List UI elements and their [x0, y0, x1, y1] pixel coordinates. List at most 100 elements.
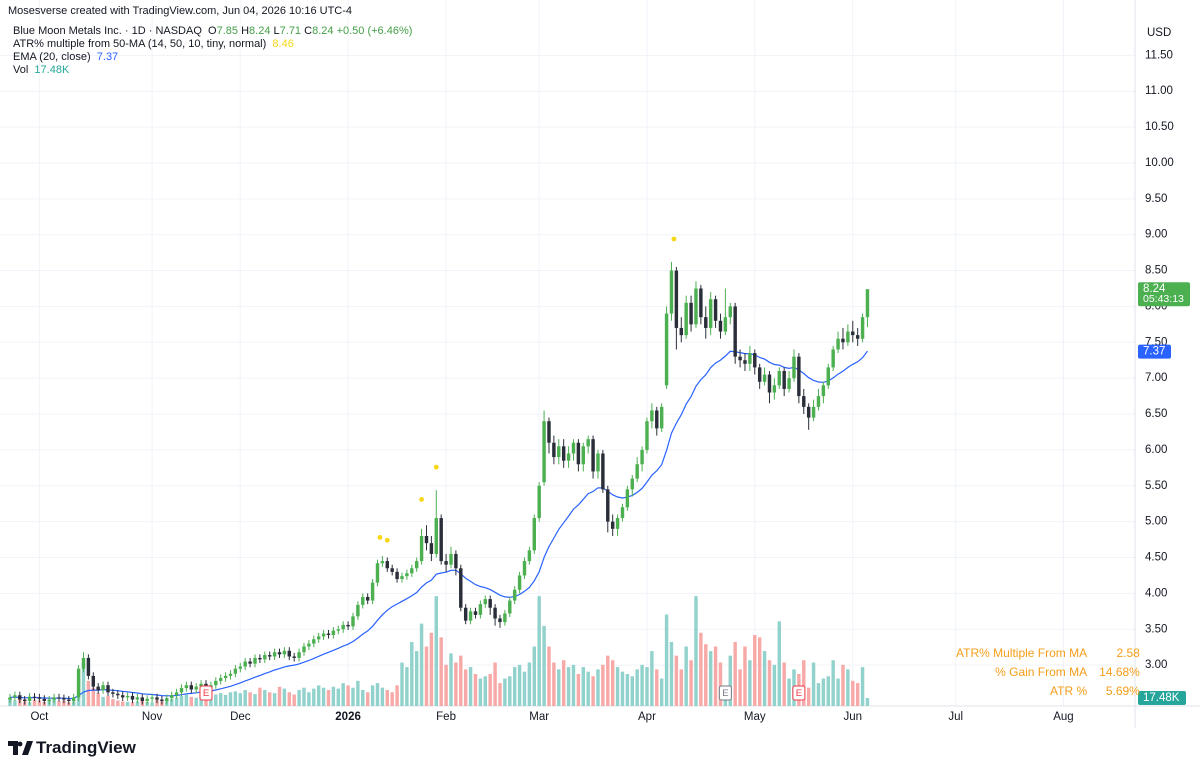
candle-body: [272, 652, 277, 657]
candle-body: [263, 655, 267, 660]
volume-bar: [410, 641, 414, 706]
candle-body: [8, 697, 12, 700]
price-badge-label: 8.24: [1143, 283, 1166, 295]
candle-body: [620, 507, 625, 519]
earnings-label: E: [203, 688, 209, 699]
volume-bar: [860, 667, 865, 706]
candle-body: [841, 338, 845, 343]
volume-bar: [449, 653, 453, 706]
candle-body: [233, 668, 238, 674]
candle-body: [199, 683, 203, 687]
volume-bar: [400, 662, 404, 706]
candle-body: [493, 607, 497, 619]
volume-bar: [380, 687, 385, 706]
candle-body: [625, 489, 630, 508]
volume-bar: [214, 694, 218, 706]
candle-body: [728, 306, 732, 318]
legend-vol: Vol 17.48K: [13, 64, 69, 76]
volume-bar: [277, 686, 282, 706]
volume-bar: [855, 683, 860, 706]
volume-bar: [302, 687, 306, 706]
candle-body: [429, 543, 434, 554]
volume-bar: [831, 660, 835, 706]
volume-bar: [243, 689, 247, 706]
volume-bar: [184, 694, 189, 706]
volume-bar: [503, 678, 507, 706]
volume-bar: [424, 646, 429, 706]
volume-bar: [326, 689, 331, 706]
candle-body: [341, 624, 345, 630]
candle-body: [71, 697, 76, 701]
candle-body: [277, 652, 282, 655]
x-tick-label: Aug: [1053, 711, 1073, 723]
volume-bar: [194, 697, 198, 706]
volume-bar: [610, 660, 615, 706]
volume-bar: [718, 662, 723, 706]
volume-bar: [331, 686, 336, 706]
candle-body: [243, 661, 247, 667]
y-tick-label: 11.50: [1145, 49, 1173, 61]
volume-bar: [493, 662, 497, 706]
earnings-marker: [718, 685, 732, 701]
candle-body: [581, 446, 585, 465]
atr-signal: [671, 236, 677, 242]
volume-bar: [591, 676, 595, 706]
candle-body: [498, 618, 502, 623]
candle-body: [478, 604, 483, 615]
candle-body: [400, 576, 404, 580]
candle-body: [214, 680, 218, 686]
candle-body: [184, 685, 189, 689]
candle-body: [316, 636, 321, 640]
y-tick-label: 10.00: [1145, 157, 1174, 169]
volume-bar: [757, 637, 762, 706]
volume-bar: [571, 664, 576, 706]
volume-bar: [865, 698, 870, 706]
y-tick-label: 9.00: [1145, 229, 1167, 241]
volume-bar: [116, 700, 120, 706]
candle-body: [125, 695, 130, 698]
ema-badge-label: 7.37: [1143, 346, 1165, 358]
volume-bar: [370, 685, 375, 706]
candle-body: [106, 685, 110, 693]
candle-body: [52, 697, 56, 700]
stats-table: ATR% Multiple From MA 2.58 % Gain From MA…: [950, 643, 1146, 700]
candle-body: [155, 697, 159, 700]
candle-body: [821, 385, 826, 397]
l-label: L: [273, 25, 280, 37]
candle-body: [361, 596, 365, 605]
brand: TradingView: [36, 738, 136, 757]
volume-bar: [81, 662, 86, 706]
volume-bar: [174, 697, 179, 706]
vol-label: Vol: [13, 64, 29, 76]
candle-body: [738, 356, 742, 361]
candle-body: [806, 406, 811, 418]
candle-body: [356, 604, 360, 617]
candle-body: [684, 302, 688, 336]
volume-bar: [204, 695, 208, 706]
candle-body: [615, 518, 620, 529]
candle-body: [777, 370, 781, 386]
volume-bar: [542, 625, 546, 706]
candle-body: [557, 446, 561, 458]
volume-bar: [527, 662, 532, 706]
ema-badge: [1138, 344, 1171, 359]
candle-body: [444, 561, 448, 565]
candle-body: [297, 652, 301, 658]
candle-body: [512, 589, 517, 601]
volume-bar: [385, 689, 390, 706]
stat-label: ATR %: [1050, 683, 1088, 698]
volume-bar: [753, 635, 757, 706]
y-tick-label: 5.00: [1145, 516, 1167, 528]
candle-body: [527, 550, 532, 562]
candle-body: [743, 360, 747, 364]
candle-body: [18, 695, 22, 700]
volume-bar: [346, 685, 350, 706]
candle-body: [434, 518, 438, 554]
volume-bar: [228, 692, 233, 706]
candle-body: [473, 611, 478, 615]
candle-body: [395, 571, 399, 580]
volume-bar: [620, 671, 625, 706]
volume-bar: [238, 693, 243, 706]
candle-body: [733, 306, 737, 357]
volume-bar: [821, 678, 826, 706]
